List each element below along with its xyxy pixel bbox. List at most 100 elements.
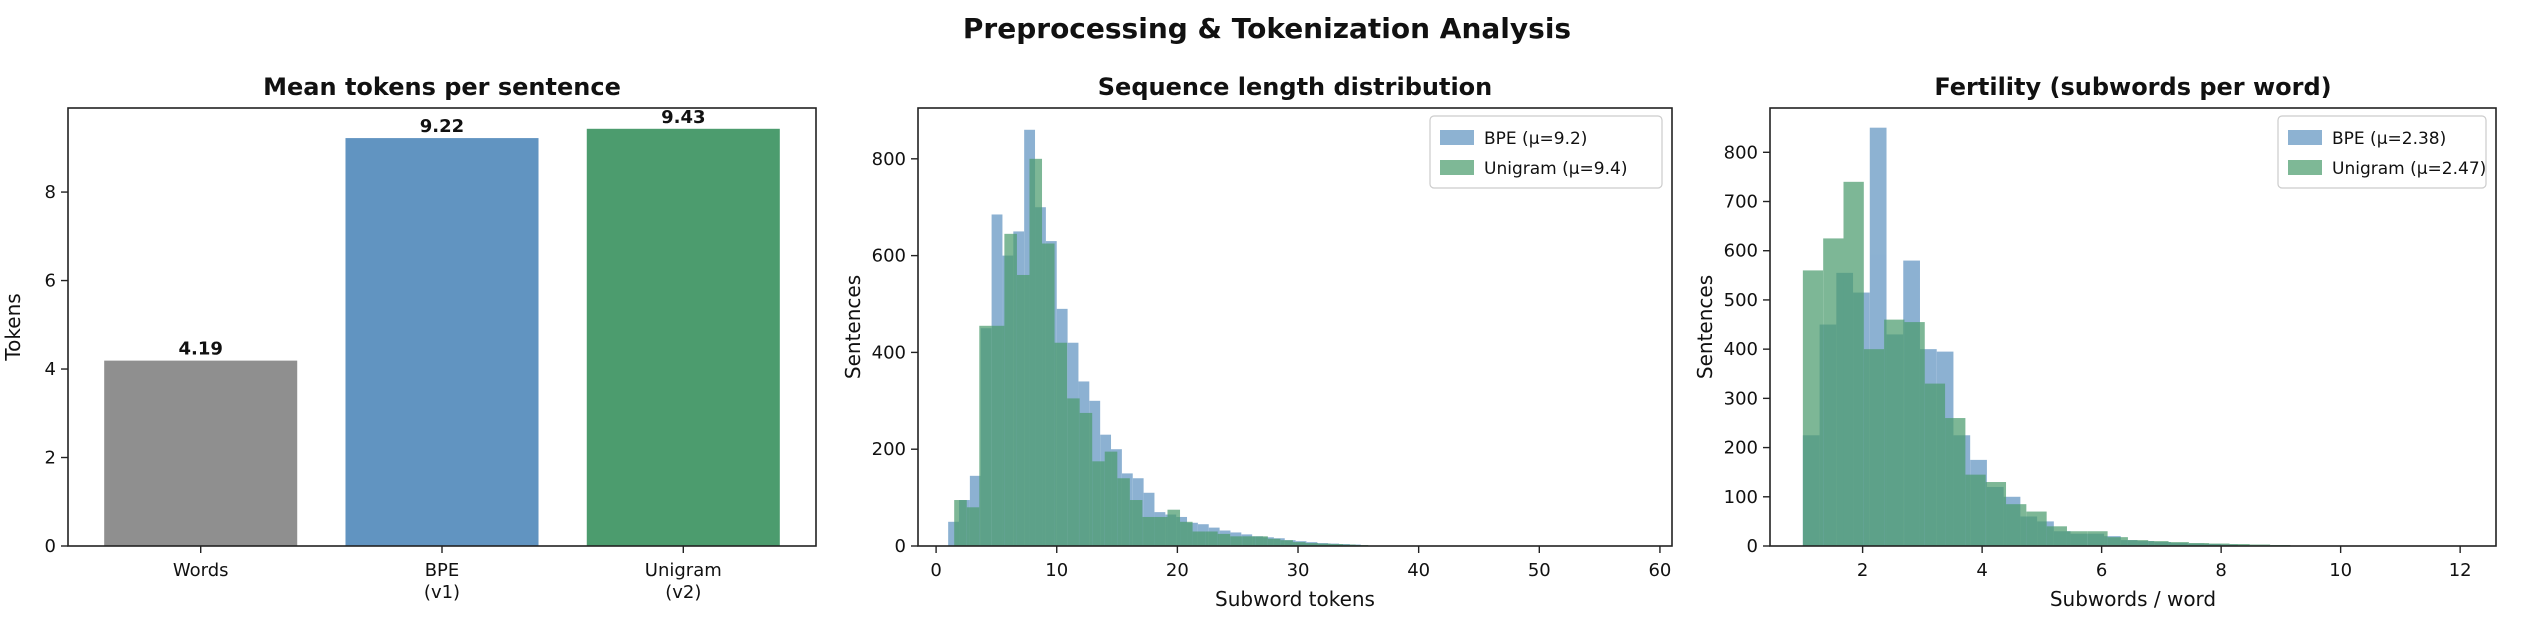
hist-bin	[1217, 533, 1231, 546]
hist-bin	[1054, 342, 1068, 546]
hist-bin	[1192, 531, 1206, 546]
y-tick-label: 600	[1724, 241, 1758, 262]
hist-bin	[1330, 544, 1344, 546]
hist-bin	[2006, 504, 2027, 546]
hist-bin	[1945, 418, 1966, 546]
bar-bpe	[345, 138, 539, 547]
hist-bin	[1029, 158, 1043, 546]
hist-bin	[1154, 516, 1168, 546]
axes-frame	[67, 107, 817, 547]
x-tick-label: 30	[1287, 560, 1310, 581]
x-tick-label: BPE (v1)	[424, 560, 460, 603]
hist-bin	[2127, 540, 2149, 546]
legend-swatch	[2288, 130, 2322, 145]
hist-bin	[991, 325, 1005, 546]
x-axis-label: Subword tokens	[1215, 587, 1375, 611]
y-tick-label: 400	[1724, 339, 1758, 360]
y-tick-label: 200	[1724, 438, 1758, 459]
panel-title: Sequence length distribution	[1098, 73, 1493, 101]
x-tick-label: 2	[1857, 560, 1868, 581]
x-tick-label: 4	[1976, 560, 1987, 581]
hist-bin	[1965, 474, 1986, 546]
hist-bin	[1267, 538, 1281, 546]
bar-words	[104, 360, 298, 546]
axes-frame	[917, 107, 1673, 547]
hist-bin	[2209, 543, 2230, 546]
x-tick-label: 12	[2449, 560, 2472, 581]
bar-data-label: 9.43	[661, 107, 705, 128]
hist-bin	[1067, 398, 1080, 546]
hist-bin	[948, 521, 960, 546]
legend-box	[2277, 115, 2487, 189]
legend-entry: Unigram (μ=2.47)	[2332, 159, 2486, 179]
x-tick-label: 20	[1166, 560, 1189, 581]
y-tick-label: 8	[45, 182, 56, 203]
hist-bin	[2087, 531, 2108, 546]
bar-data-label: 9.22	[420, 116, 464, 137]
y-tick-label: 800	[1724, 142, 1758, 163]
hist-bin	[1016, 274, 1030, 546]
y-tick-label: 0	[1747, 536, 1758, 557]
axes-frame	[1769, 107, 2497, 547]
mean-tokens-panel: Mean tokens per sentence Tokens 4.19 Words 9…	[1, 73, 817, 603]
legend: BPE (μ=2.38) Unigram (μ=2.47)	[2277, 115, 2487, 189]
hist-bin	[2026, 511, 2047, 546]
y-tick-label: 700	[1724, 192, 1758, 213]
hist-bin	[1079, 412, 1093, 546]
hist-bin	[1292, 542, 1306, 546]
y-axis-label: Tokens	[1, 293, 25, 361]
x-tick-label: Words	[173, 560, 229, 581]
hist-bin	[2168, 542, 2189, 546]
fertility-panel: Fertility (subwords per word) Sentences Su…	[1693, 73, 2497, 611]
x-tick-label: 8	[2215, 560, 2226, 581]
panel-title: Fertility (subwords per word)	[1934, 73, 2331, 101]
y-axis-label: Sentences	[841, 275, 865, 379]
y-tick-label: 100	[1724, 487, 1758, 508]
hist-bin	[954, 500, 967, 546]
hist-bin	[1230, 536, 1243, 546]
hist-bin	[1117, 478, 1130, 546]
legend-entry: BPE (μ=9.2)	[1484, 129, 1587, 149]
bar-data-label: 4.19	[178, 339, 222, 360]
x-tick-label: 10	[1045, 560, 1068, 581]
hist-bin	[2107, 537, 2128, 546]
y-tick-label: 2	[45, 448, 56, 469]
x-tick-label: 10	[2329, 560, 2352, 581]
x-tick-label: 0	[930, 560, 941, 581]
x-tick-label: Unigram (v2)	[645, 560, 722, 603]
x-tick-label: 40	[1407, 560, 1430, 581]
hist-bin	[2148, 541, 2169, 546]
hist-bin	[2066, 531, 2088, 546]
hist-bin	[966, 507, 980, 546]
hist-bin	[1180, 521, 1193, 546]
y-tick-label: 500	[1724, 290, 1758, 311]
hist-bin	[1884, 319, 1905, 546]
hist-bin	[1823, 238, 1844, 547]
hist-bin	[1129, 500, 1143, 546]
x-tick-label: 60	[1648, 560, 1671, 581]
x-tick-label: 50	[1528, 560, 1551, 581]
hist-bin	[1924, 383, 1946, 546]
hist-bin	[1242, 536, 1256, 546]
hist-bin	[1280, 540, 1293, 546]
legend-swatch	[2288, 160, 2322, 175]
x-axis-label: Subwords / word	[2050, 587, 2216, 611]
series-unigram	[1802, 181, 2291, 547]
y-tick-label: 300	[1724, 388, 1758, 409]
hist-bin	[1255, 536, 1268, 546]
legend-entry: BPE (μ=2.38)	[2332, 129, 2446, 149]
hist-bin	[1092, 461, 1105, 546]
hist-bin	[1802, 270, 1824, 546]
series-unigram	[954, 158, 1369, 547]
y-tick-label: 200	[872, 439, 906, 460]
hist-bin	[1305, 543, 1319, 546]
hist-bin	[2046, 526, 2067, 546]
hist-bin	[1904, 322, 1925, 546]
legend: BPE (μ=9.2) Unigram (μ=9.4)	[1429, 115, 1663, 189]
hist-bin	[1004, 233, 1017, 546]
hist-bin	[1843, 181, 1864, 546]
hist-bin	[979, 325, 992, 546]
hist-bin	[1863, 349, 1885, 546]
legend-entry: Unigram (μ=9.4)	[1484, 159, 1627, 179]
